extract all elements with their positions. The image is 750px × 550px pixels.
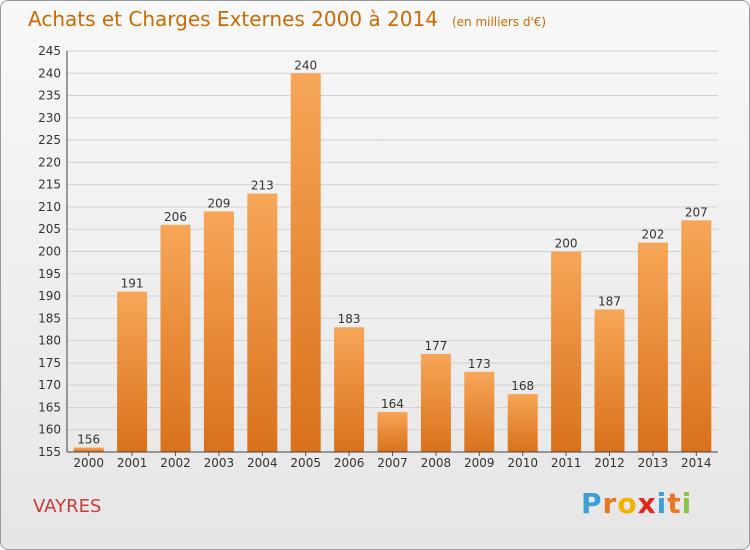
bar-value-label: 164 <box>381 397 404 411</box>
bar-value-label: 191 <box>121 277 144 291</box>
bar <box>420 353 451 452</box>
proxiti-logo: Proxiti <box>581 487 692 520</box>
y-tick-label: 235 <box>38 89 61 103</box>
chart-title-text: Achats et Charges Externes 2000 à 2014 <box>28 7 438 31</box>
logo-letter: i <box>656 487 668 520</box>
y-tick-label: 240 <box>38 66 61 80</box>
bar <box>507 394 538 452</box>
chart-subtitle: (en milliers d'€) <box>451 15 547 29</box>
bar-value-label: 206 <box>164 210 187 224</box>
x-tick-label: 2014 <box>681 456 712 470</box>
x-tick-label: 2008 <box>421 456 452 470</box>
y-tick-label: 160 <box>38 423 61 437</box>
y-tick-label: 205 <box>38 222 61 236</box>
x-tick-label: 2003 <box>204 456 235 470</box>
x-tick-label: 2006 <box>334 456 365 470</box>
bar <box>377 411 408 452</box>
bar-value-label: 173 <box>468 357 491 371</box>
logo-letter: r <box>602 487 618 520</box>
y-tick-label: 220 <box>38 155 61 169</box>
bar-value-label: 213 <box>251 179 274 193</box>
y-tick-label: 245 <box>38 44 61 58</box>
x-tick-label: 2011 <box>551 456 582 470</box>
logo-letter: x <box>637 487 657 520</box>
y-tick-label: 185 <box>38 311 61 325</box>
x-tick-label: 2010 <box>507 456 538 470</box>
y-tick-label: 215 <box>38 178 61 192</box>
bar-value-label: 183 <box>338 312 361 326</box>
y-tick-label: 155 <box>38 445 61 459</box>
y-tick-label: 175 <box>38 356 61 370</box>
y-tick-label: 170 <box>38 378 61 392</box>
x-tick-label: 2012 <box>594 456 625 470</box>
bar-value-label: 177 <box>424 339 447 353</box>
bar <box>203 211 234 452</box>
logo-letter: t <box>667 487 682 520</box>
bar <box>73 447 104 452</box>
y-tick-label: 180 <box>38 334 61 348</box>
x-tick-label: 2004 <box>247 456 278 470</box>
bar-value-label: 240 <box>294 58 317 72</box>
bar-value-label: 209 <box>207 196 230 210</box>
bar <box>464 371 495 452</box>
bar-value-label: 156 <box>77 433 100 447</box>
x-tick-label: 2000 <box>73 456 104 470</box>
labels: 155 160 165 170 175 180 185 190 195 200 205 210 215 2… <box>38 44 711 470</box>
bar <box>160 224 191 452</box>
x-tick-label: 2005 <box>290 456 321 470</box>
bar <box>681 220 712 452</box>
x-tick-label: 2007 <box>377 456 408 470</box>
chart-title: Achats et Charges Externes 2000 à 2014 (e… <box>28 7 546 31</box>
x-tick-label: 2013 <box>638 456 669 470</box>
x-tick-label: 2009 <box>464 456 495 470</box>
logo-letter: i <box>681 487 693 520</box>
bar <box>247 193 278 453</box>
bar-value-label: 187 <box>598 294 621 308</box>
y-tick-label: 210 <box>38 200 61 214</box>
logo-letter: P <box>581 487 603 520</box>
bar-value-label: 200 <box>555 237 578 251</box>
y-tick-label: 190 <box>38 289 61 303</box>
y-tick-label: 200 <box>38 245 61 259</box>
bar <box>637 242 668 452</box>
y-tick-label: 165 <box>38 400 61 414</box>
commune-name: VAYRES <box>33 496 102 517</box>
bar <box>117 291 148 452</box>
y-tick-label: 225 <box>38 133 61 147</box>
bar <box>551 251 582 452</box>
x-tick-label: 2001 <box>117 456 148 470</box>
x-tick-label: 2002 <box>160 456 191 470</box>
y-tick-label: 230 <box>38 111 61 125</box>
bars <box>73 73 712 453</box>
axes <box>66 51 718 456</box>
logo-letter: o <box>617 487 638 520</box>
bar <box>594 309 625 452</box>
bar-value-label: 168 <box>511 379 534 393</box>
bar <box>334 327 365 452</box>
bar <box>290 73 321 453</box>
y-tick-label: 195 <box>38 267 61 281</box>
bar-value-label: 202 <box>641 228 664 242</box>
bar-value-label: 207 <box>685 205 708 219</box>
